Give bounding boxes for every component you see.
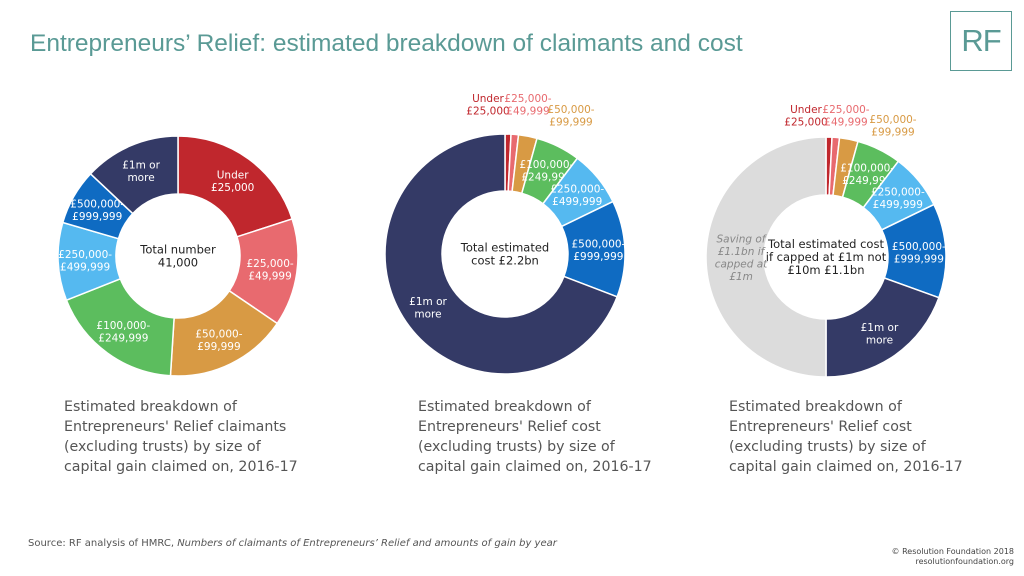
slice-label: £25,000-£49,999 bbox=[246, 258, 293, 283]
source-title: Numbers of claimants of Entrepreneurs’ R… bbox=[177, 538, 557, 549]
donut-slice-1m_plus bbox=[89, 135, 179, 215]
caption-line: (excluding trusts) by size of bbox=[418, 439, 615, 455]
caption-claimants: Estimated breakdown of Entrepreneurs' Re… bbox=[64, 397, 334, 477]
slice-label: £250,000-£499,999 bbox=[58, 249, 112, 274]
credit: © Resolution Foundation 2018 resolutionf… bbox=[892, 547, 1014, 567]
caption-line: Entrepreneurs' Relief cost bbox=[418, 419, 601, 435]
slice-label: £100,000-£249,999 bbox=[840, 162, 894, 187]
slice-label: £500,000-£999,999 bbox=[70, 199, 124, 224]
source-note: Source: RF analysis of HMRC, Numbers of … bbox=[28, 538, 557, 549]
page-title: Entrepreneurs’ Relief: estimated breakdo… bbox=[30, 30, 743, 57]
caption-line: Estimated breakdown of bbox=[64, 399, 237, 415]
center-label: Total estimated cost if capped at £1m not… bbox=[766, 237, 887, 277]
caption-cost: Estimated breakdown of Entrepreneurs' Re… bbox=[418, 397, 688, 477]
slice-label: £100,000-£249,999 bbox=[96, 320, 150, 345]
slice-label: £500,000-£999,999 bbox=[571, 239, 625, 264]
caption-line: Estimated breakdown of bbox=[729, 399, 902, 415]
slice-label: £1m or more bbox=[122, 159, 160, 184]
caption-line: capital gain claimed on, 2016-17 bbox=[729, 459, 963, 475]
donut-slice-1m_plus bbox=[384, 133, 619, 375]
slice-label: Under £25,000 bbox=[466, 93, 509, 118]
slice-label: £50,000-£99,999 bbox=[195, 328, 242, 353]
slice-label: £500,000-£999,999 bbox=[892, 241, 946, 265]
donut-slice-under_25k bbox=[177, 135, 294, 238]
slice-label: £1m or more bbox=[409, 296, 447, 321]
caption-line: Entrepreneurs' Relief claimants bbox=[64, 419, 287, 435]
caption-line: (excluding trusts) by size of bbox=[64, 439, 261, 455]
donut-slice-1m_plus bbox=[825, 277, 940, 378]
caption-capped-cost: Estimated breakdown of Entrepreneurs' Re… bbox=[729, 397, 999, 477]
slice-label: £1m or more bbox=[861, 322, 899, 347]
slice-label: £250,000-£499,999 bbox=[550, 183, 604, 208]
slice-label: £50,000-£99,999 bbox=[869, 114, 916, 139]
slice-label: Saving of £1.1bn if capped at £1m bbox=[715, 233, 768, 283]
source-prefix: Source: RF analysis of HMRC, bbox=[28, 538, 178, 549]
slice-label: £100,000-£249,999 bbox=[519, 159, 573, 184]
website: resolutionfoundation.org bbox=[915, 557, 1014, 566]
slice-label: £25,000-£49,999 bbox=[822, 104, 869, 129]
slice-label: £25,000-£49,999 bbox=[504, 93, 551, 118]
slice-label: Under £25,000 bbox=[784, 104, 827, 129]
slice-label: Under £25,000 bbox=[211, 170, 254, 195]
caption-line: capital gain claimed on, 2016-17 bbox=[418, 459, 652, 475]
caption-line: Estimated breakdown of bbox=[418, 399, 591, 415]
slice-label: £50,000-£99,999 bbox=[547, 104, 594, 129]
caption-line: Entrepreneurs' Relief cost bbox=[729, 419, 912, 435]
donut-slice-saving bbox=[705, 136, 827, 378]
caption-line: capital gain claimed on, 2016-17 bbox=[64, 459, 298, 475]
donut-chart-2: Under £25,000£25,000-£49,999£50,000-£99,9… bbox=[384, 93, 626, 375]
copyright: © Resolution Foundation 2018 bbox=[891, 547, 1014, 556]
rf-logo: RF bbox=[950, 11, 1012, 71]
donut-chart-3: Under £25,000£25,000-£49,999 £50,000-£99,9… bbox=[705, 104, 947, 378]
center-label: Total estimated cost £2.2bn bbox=[460, 241, 549, 268]
center-label: Total number 41,000 bbox=[139, 243, 216, 270]
donut-chart-1: Under £25,000 £25,000-£49,999 £50,000-£99,9… bbox=[57, 135, 299, 377]
caption-line: (excluding trusts) by size of bbox=[729, 439, 926, 455]
slice-label: £250,000-£499,999 bbox=[871, 187, 925, 212]
